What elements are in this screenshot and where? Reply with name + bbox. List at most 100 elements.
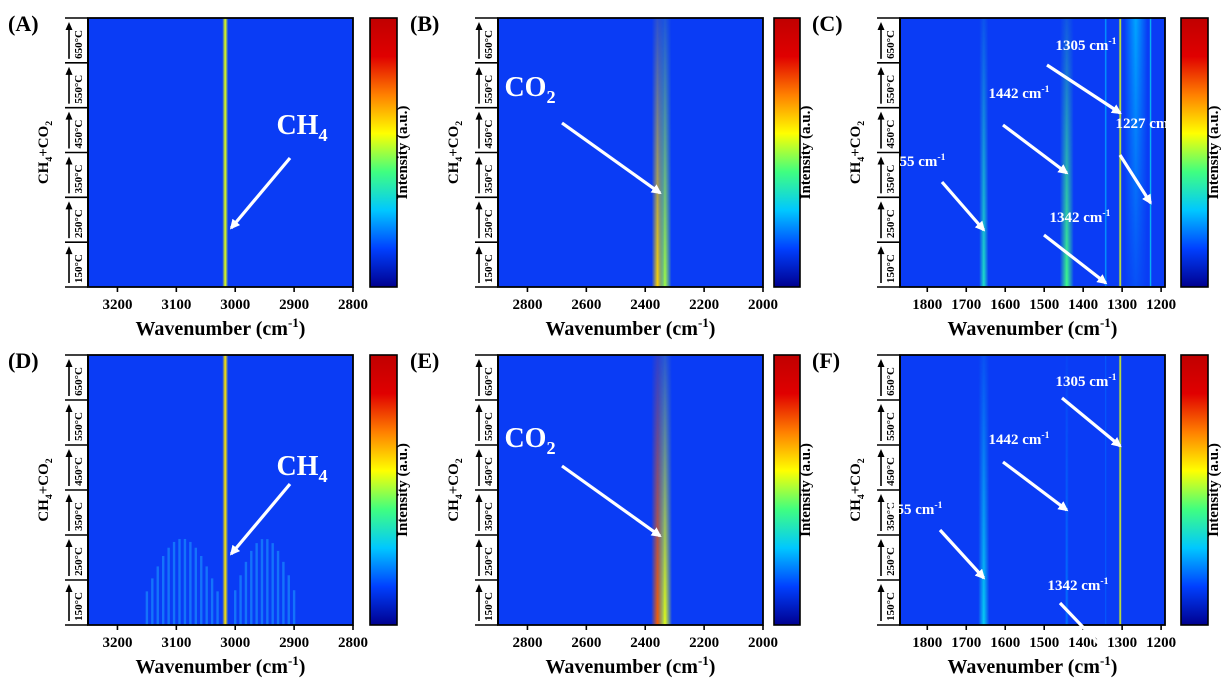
annotation-arrow: [229, 156, 292, 230]
colorbar-label: Intensity (a.u.): [395, 443, 411, 537]
annotation-label: 1655 cm-1​: [881, 500, 942, 518]
x-tick-label: 2800: [338, 297, 368, 313]
band-1227: [1149, 18, 1152, 287]
colorbar: [1180, 17, 1209, 288]
temperature-label: 150°C: [885, 592, 897, 621]
x-tick-label: 2400: [630, 297, 660, 313]
temperature-label: 250°C: [483, 547, 495, 576]
temperature-label: 250°C: [885, 547, 897, 576]
rotational-fringe: [266, 539, 269, 625]
panel-d: 150°C 250°C 350°C 450°C 550°C 650°C CH4​+CO2​ 3…: [8, 348, 411, 678]
rotational-fringe: [161, 555, 165, 625]
temperature-label: 450°C: [885, 120, 897, 149]
temperature-label: 550°C: [885, 75, 897, 104]
x-tick-label: 3000: [220, 297, 250, 313]
temperature-label: 250°C: [73, 547, 85, 576]
band-1655: [978, 355, 990, 625]
annotation-label: 1442 cm-1​: [988, 84, 1049, 102]
colorbar: [369, 17, 398, 288]
temperature-label: 150°C: [483, 592, 495, 621]
x-tick-label: 2600: [571, 635, 601, 651]
annotation-arrow: [1058, 601, 1108, 653]
heatmap-background: [88, 355, 353, 625]
colorbar-label: Intensity (a.u.): [395, 106, 411, 200]
colorbar-label: Intensity (a.u.): [798, 106, 814, 200]
temperature-label: 250°C: [73, 209, 85, 238]
colorbar: [773, 354, 801, 626]
annotation-arrow: [1046, 63, 1122, 115]
y-axis-label: CH4​+CO2​: [446, 121, 465, 184]
temperature-label: 350°C: [483, 502, 495, 531]
heatmap-background: [498, 355, 763, 625]
x-tick-label: 1800: [912, 297, 942, 313]
x-tick-label: 2800: [512, 297, 542, 313]
rotational-fringe: [260, 539, 264, 625]
x-axis-label: Wavenumber (cm-1​): [546, 315, 716, 340]
temperature-label: 650°C: [885, 367, 897, 396]
rotational-fringe: [178, 538, 181, 625]
panel-label: (F): [812, 348, 840, 373]
x-tick-label: 1400: [1068, 635, 1098, 651]
annotation-arrow: [1060, 396, 1122, 448]
band-2333: [658, 18, 672, 287]
heatmap-background: [88, 18, 353, 287]
x-tick-label: 1600: [990, 635, 1020, 651]
rotational-fringe: [156, 566, 159, 625]
panel-label: (C): [812, 11, 843, 36]
heatmap-background: [498, 18, 763, 287]
band-2358: [651, 18, 664, 287]
x-tick-label: 1700: [951, 297, 981, 313]
rotational-fringe: [276, 550, 280, 625]
x-tick-label: 2400: [630, 635, 660, 651]
colorbar: [773, 17, 801, 288]
x-axis-label: Wavenumber (cm-1​): [136, 653, 306, 678]
x-tick-label: 3200: [102, 297, 132, 313]
temperature-label: 550°C: [73, 412, 85, 441]
band-3017: [222, 18, 229, 287]
x-tick-label: 2200: [689, 297, 719, 313]
rotational-fringe: [292, 590, 296, 625]
y-axis-label: CH4​+CO2​: [848, 458, 867, 521]
panel-e: 150°C 250°C 350°C 450°C 550°C 650°C CH4​+CO2​ 2…: [410, 348, 814, 678]
annotation-label: 1442 cm-1​: [988, 430, 1049, 448]
temperature-label: 650°C: [73, 367, 85, 396]
annotation-arrow: [561, 121, 662, 195]
colorbar-label: Intensity (a.u.): [1206, 106, 1221, 200]
x-tick-label: 2000: [748, 635, 778, 651]
temperature-label: 350°C: [73, 502, 85, 531]
rotational-fringe: [271, 543, 274, 625]
rotational-fringe: [194, 547, 198, 625]
temperature-label: 250°C: [885, 209, 897, 238]
temperature-label: 350°C: [885, 502, 897, 531]
x-axis-label: Wavenumber (cm-1​): [948, 315, 1118, 340]
band-1342: [1104, 18, 1107, 287]
annotation-arrow: [1002, 460, 1069, 512]
rotational-fringe: [200, 555, 203, 625]
x-tick-label: 1500: [1029, 635, 1059, 651]
annotation-arrow: [940, 180, 986, 232]
temperature-label: 550°C: [483, 75, 495, 104]
rotational-fringe: [151, 578, 154, 625]
temperature-label: 650°C: [73, 30, 85, 59]
panel-label: (B): [410, 11, 439, 36]
rotational-fringe: [282, 561, 285, 625]
y-axis-label: CH4​+CO2​: [848, 121, 867, 184]
temperature-label: 150°C: [73, 254, 85, 283]
x-tick-label: 1700: [951, 635, 981, 651]
panel-label: (D): [8, 348, 39, 373]
annotation-arrow: [938, 528, 986, 580]
colorbar: [369, 354, 398, 626]
y-axis-label: CH4​+CO2​: [36, 458, 55, 521]
temperature-label: 550°C: [483, 412, 495, 441]
y-axis-label: CH4​+CO2​: [36, 121, 55, 184]
band-1305: [1118, 355, 1122, 625]
temperature-label: 250°C: [483, 209, 495, 238]
band-1442: [1059, 18, 1074, 287]
annotation-label: 1342 cm-1​: [1049, 208, 1110, 226]
panel-c: 150°C 250°C 350°C 450°C 550°C 650°C CH4​+CO2​ 1…: [812, 11, 1221, 340]
annotation-label: 1305 cm-1​: [1055, 372, 1116, 390]
panel-label: (A): [8, 11, 39, 36]
band-1655: [979, 18, 989, 287]
temperature-label: 650°C: [483, 367, 495, 396]
temperature-label: 450°C: [73, 457, 85, 486]
